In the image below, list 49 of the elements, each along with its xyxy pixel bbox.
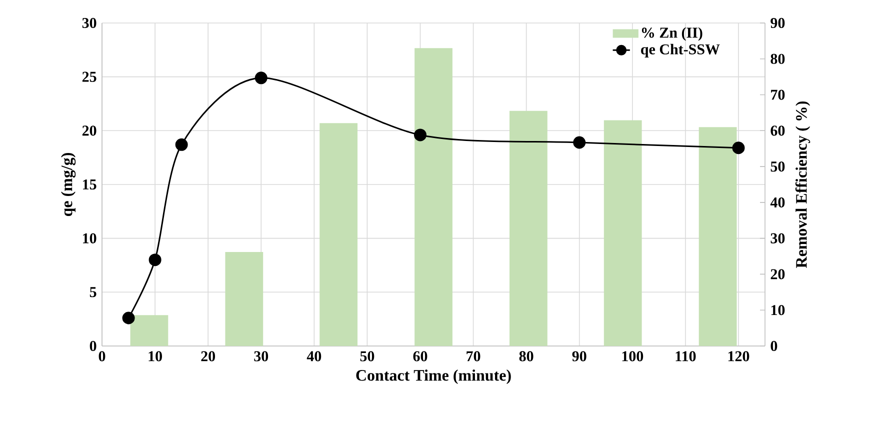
x-tick-label: 110 [676, 351, 696, 362]
x-tick-label: 30 [254, 351, 268, 362]
y2-tick-label: 70 [771, 90, 785, 100]
y2-tick-label: 90 [770, 18, 785, 28]
y-tick-label: 25 [82, 72, 96, 82]
y2-tick-label: 60 [770, 126, 785, 136]
bar [698, 127, 737, 346]
x-tick-label: 60 [413, 351, 428, 362]
legend-label: qe Cht-SSW [641, 44, 720, 58]
bar [414, 48, 452, 346]
y-tick-label: 5 [90, 287, 96, 298]
x-tick-label: 50 [360, 351, 374, 362]
point [414, 128, 426, 142]
y-tick-label: 0 [90, 340, 96, 352]
x-tick-label: 70 [466, 351, 480, 362]
point [732, 142, 745, 154]
bar [510, 110, 548, 346]
y-tick-label: 20 [82, 126, 96, 136]
point [122, 312, 135, 324]
x-tick-label: 90 [572, 351, 586, 362]
bar [130, 315, 168, 346]
x-tick-label: 80 [519, 351, 534, 362]
y2-tick-label: 20 [770, 269, 785, 280]
x-tick-label: 40 [306, 351, 322, 362]
y-axis-title: qe (mg/g) [60, 152, 76, 216]
point [254, 72, 268, 84]
point [175, 138, 188, 151]
x-tick-label: 100 [622, 351, 644, 362]
y2-tick-label: 0 [770, 340, 778, 352]
point [148, 254, 162, 266]
y2-tick-label: 40 [770, 197, 785, 208]
y-tick-label: 15 [83, 179, 96, 190]
x-axis-title: Contact Time (minute) [356, 370, 511, 384]
bar [604, 120, 642, 346]
y2-tick-label: 50 [770, 161, 785, 172]
y-tick-label: 10 [83, 233, 96, 244]
y2-tick-label: 10 [771, 305, 785, 316]
bar [320, 123, 358, 346]
y-tick-label: 30 [82, 18, 96, 28]
y2-axis-title: Removal Efficiency ( %) [795, 101, 810, 268]
y2-tick-label: 80 [770, 54, 785, 64]
x-tick-label: 0 [98, 351, 106, 362]
bar [225, 252, 264, 346]
x-tick-label: 10 [148, 351, 162, 362]
point [573, 136, 586, 149]
x-tick-label: 120 [728, 351, 750, 362]
y2-tick-label: 30 [770, 233, 785, 244]
legend-label: % Zn (II) [642, 27, 702, 41]
x-tick-label: 20 [201, 351, 216, 362]
